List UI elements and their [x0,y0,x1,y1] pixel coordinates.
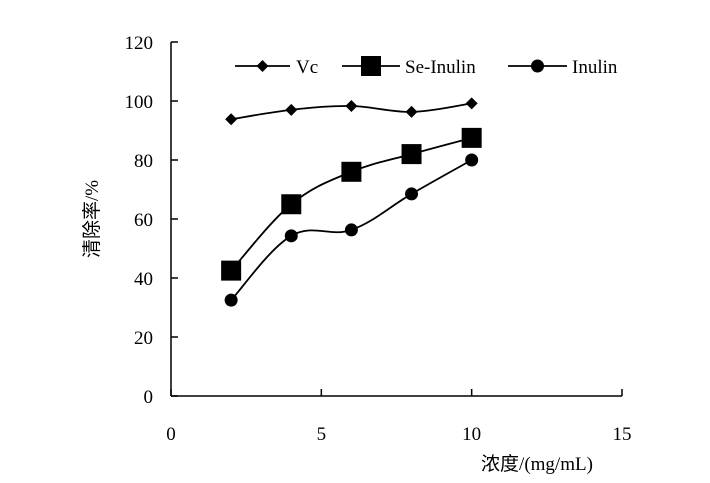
legend: Vc Se-Inulin Inulin [235,56,618,78]
data-point-inulin [405,187,419,201]
data-point-vc [285,103,298,116]
x-tick-label: 10 [462,424,481,445]
y-tick-label: 100 [125,92,154,113]
legend-marker-inulin [531,59,544,73]
series-se-inulin [221,127,482,281]
legend-item-se-inulin: Se-Inulin [342,56,476,78]
legend-item-vc: Vc [235,57,318,78]
data-point-inulin [344,223,358,237]
series-inulin [224,153,479,307]
data-point-inulin [465,153,479,167]
series-line-se-inulin [230,137,472,272]
data-point-se-inulin [341,161,362,182]
data-point-inulin [224,293,238,307]
legend-label-vc: Vc [296,57,318,78]
data-series [221,97,482,307]
data-point-se-inulin [461,127,482,148]
y-tick-label: 80 [134,151,153,172]
tick-labels: 0 20 40 60 80 100 120 0 5 10 15 [125,33,632,445]
data-point-se-inulin [401,144,422,165]
data-point-vc [465,97,478,110]
series-vc [225,97,478,126]
x-axis-label: 浓度/(mg/mL) [481,453,593,475]
y-tick-label: 20 [134,328,153,349]
x-tick-label: 0 [166,424,176,445]
x-tick-label: 15 [613,424,632,445]
x-tick-label: 5 [317,424,327,445]
y-tick-label: 40 [134,269,153,290]
data-point-inulin [284,229,298,243]
data-point-vc [345,100,358,113]
data-point-vc [405,105,418,118]
y-tick-label: 60 [134,210,153,231]
legend-item-inulin: Inulin [508,57,618,78]
legend-label-inulin: Inulin [572,57,618,78]
axes [170,41,623,397]
data-point-vc [225,113,238,126]
y-tick-label: 0 [144,387,154,408]
y-tick-label: 120 [125,33,154,54]
legend-label-se-inulin: Se-Inulin [405,57,476,78]
y-axis-label: 清除率/% [81,180,103,258]
data-point-se-inulin [221,260,242,281]
data-point-se-inulin [281,194,302,215]
legend-marker-vc [256,60,269,72]
legend-marker-se-inulin [361,56,381,76]
